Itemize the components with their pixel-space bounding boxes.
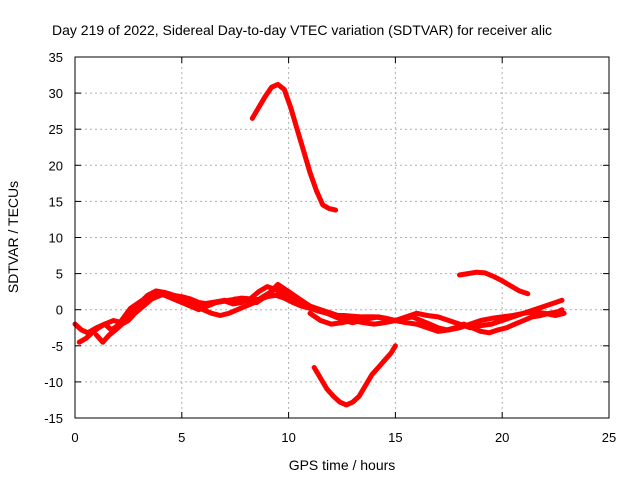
chart-title: Day 219 of 2022, Sidereal Day-to-day VTE… xyxy=(52,22,552,38)
y-tick-label: 30 xyxy=(49,86,63,101)
series-group xyxy=(72,81,567,408)
y-tick-label: 10 xyxy=(49,231,63,246)
y-tick-label: 25 xyxy=(49,122,63,137)
x-tick-label: 15 xyxy=(388,430,402,445)
y-tick-label: 15 xyxy=(49,194,63,209)
y-tick-label: 20 xyxy=(49,158,63,173)
series-line-arc-6 xyxy=(307,309,567,334)
y-tick-label: -10 xyxy=(44,375,63,390)
series-line-arc-8 xyxy=(311,343,398,408)
y-tick-label: 5 xyxy=(56,267,63,282)
grid-lines xyxy=(75,57,609,418)
x-tick-label: 25 xyxy=(602,430,616,445)
x-tick-label: 0 xyxy=(71,430,78,445)
series-line-arc-7 xyxy=(249,81,339,213)
y-tick-label: -15 xyxy=(44,411,63,426)
y-tick-label: 35 xyxy=(49,50,63,65)
axis-ticks: 0 5 10 15 20 25 -15 -10 -5 0 5 10 15 20 25 30 35 xyxy=(44,50,616,445)
y-axis-label: SDTVAR / TECUs xyxy=(5,181,21,293)
y-tick-label: 0 xyxy=(56,303,63,318)
x-axis-label: GPS time / hours xyxy=(289,457,396,473)
series-line-arc-9 xyxy=(457,269,531,297)
x-tick-label: 20 xyxy=(495,430,509,445)
x-tick-label: 5 xyxy=(178,430,185,445)
x-tick-label: 10 xyxy=(281,430,295,445)
y-tick-label: -5 xyxy=(51,339,63,354)
